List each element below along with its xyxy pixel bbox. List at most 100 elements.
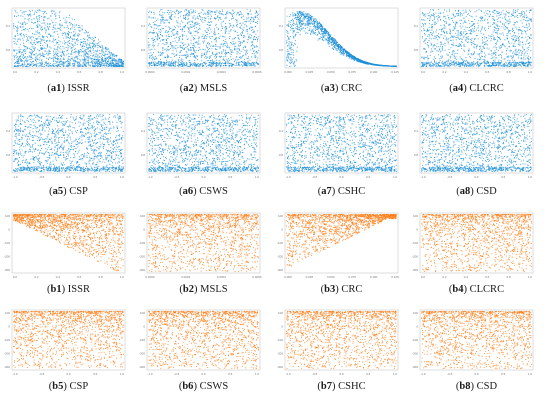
scatter-point	[150, 24, 151, 25]
scatter-point	[75, 43, 76, 44]
scatter-point	[82, 48, 83, 49]
scatter-point	[37, 55, 38, 56]
scatter-point	[37, 59, 38, 60]
scatter-point	[82, 45, 83, 46]
scatter-point	[79, 52, 80, 53]
scatter-point	[73, 35, 74, 36]
scatter-point	[89, 42, 90, 43]
scatter-point	[86, 47, 87, 48]
scatter-point	[257, 38, 258, 39]
scatter-point	[110, 57, 111, 58]
scatter-point	[297, 11, 298, 12]
scatter-point	[86, 52, 87, 53]
scatter-point	[76, 39, 77, 40]
scatter-point	[15, 55, 16, 56]
scatter-point	[30, 57, 31, 58]
scatter-point	[61, 63, 62, 64]
scatter-point	[81, 42, 82, 43]
scatter-point	[250, 65, 251, 66]
scatter-point	[60, 20, 61, 21]
scatter-point	[52, 22, 53, 23]
x-tick-label: 0.125	[391, 70, 399, 74]
scatter-point	[229, 60, 230, 61]
scatter-point	[238, 52, 239, 53]
scatter-point	[25, 50, 26, 51]
scatter-point	[236, 56, 237, 57]
scatter-point	[318, 26, 319, 27]
scatter-point	[39, 59, 40, 60]
plot-frame	[147, 8, 260, 68]
scatter-point	[163, 62, 164, 63]
scatter-point	[191, 11, 192, 12]
scatter-point	[306, 24, 307, 25]
scatter-point	[45, 32, 46, 33]
scatter-point	[304, 15, 305, 16]
scatter-point	[79, 59, 80, 60]
scatter-point	[79, 63, 80, 64]
scatter-point	[203, 49, 204, 50]
scatter-point	[67, 60, 68, 61]
scatter-point	[15, 66, 16, 67]
scatter-point	[294, 61, 295, 62]
scatter-point	[214, 32, 215, 33]
scatter-point	[78, 54, 79, 55]
scatter-point	[205, 61, 206, 62]
scatter-point	[60, 29, 61, 30]
scatter-point	[63, 59, 64, 60]
scatter-point	[329, 46, 330, 47]
scatter-point	[160, 25, 161, 26]
scatter-point	[71, 23, 72, 24]
scatter-point	[529, 19, 530, 20]
subplot-caption: (a1) ISSR	[47, 83, 89, 94]
scatter-point	[44, 56, 45, 57]
scatter-point	[186, 51, 187, 52]
scatter-point	[288, 45, 289, 46]
scatter-point	[206, 38, 207, 39]
scatter-point	[197, 16, 198, 17]
scatter-point	[70, 24, 71, 25]
scatter-point	[200, 19, 201, 20]
scatter-point	[437, 39, 438, 40]
scatter-point	[49, 57, 50, 58]
scatter-point	[188, 50, 189, 51]
scatter-point	[48, 34, 49, 35]
scatter-point	[236, 57, 237, 58]
scatter-point	[436, 16, 437, 17]
scatter-point	[250, 23, 251, 24]
scatter-point	[328, 35, 329, 36]
scatter-point	[434, 56, 435, 57]
scatter-point	[169, 65, 170, 66]
scatter-point	[314, 27, 315, 28]
scatter-point	[483, 47, 484, 48]
scatter-point	[248, 17, 249, 18]
scatter-point	[221, 63, 222, 64]
scatter-point	[48, 29, 49, 30]
scatter-point	[66, 54, 67, 55]
scatter-point	[184, 55, 185, 56]
scatter-point	[34, 50, 35, 51]
scatter-point	[240, 33, 241, 34]
scatter-point	[14, 49, 15, 50]
scatter-point	[85, 32, 86, 33]
scatter-point	[20, 49, 21, 50]
scatter-point	[35, 38, 36, 39]
scatter-point	[287, 51, 288, 52]
scatter-point	[199, 15, 200, 16]
scatter-point	[316, 19, 317, 20]
x-tick-label: 0.8	[99, 70, 104, 74]
scatter-point	[189, 13, 190, 14]
scatter-point	[193, 39, 194, 40]
scatter-point	[44, 16, 45, 17]
scatter-point	[202, 36, 203, 37]
scatter-point	[13, 26, 14, 27]
scatter-point	[215, 65, 216, 66]
scatter-point	[45, 62, 46, 63]
scatter-point	[53, 25, 54, 26]
scatter-point	[173, 65, 174, 66]
scatter-point	[251, 56, 252, 57]
scatter-point	[183, 26, 184, 27]
scatter-point	[243, 35, 244, 36]
scatter-point	[22, 66, 23, 67]
scatter-point	[77, 44, 78, 45]
scatter-point	[29, 52, 30, 53]
